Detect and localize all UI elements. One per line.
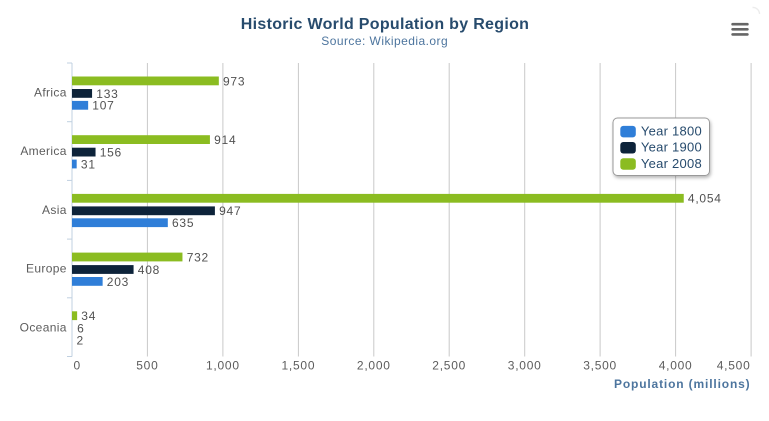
svg-text:Population (millions): Population (millions) (614, 377, 751, 391)
svg-text:Year 2008: Year 2008 (641, 156, 702, 171)
svg-text:2,000: 2,000 (357, 358, 391, 372)
svg-text:2: 2 (77, 334, 84, 348)
svg-text:Asia: Asia (42, 203, 67, 217)
svg-text:4,000: 4,000 (659, 358, 693, 372)
svg-text:203: 203 (107, 275, 129, 289)
svg-text:0: 0 (73, 358, 80, 372)
svg-text:133: 133 (96, 87, 118, 101)
svg-text:1,500: 1,500 (282, 358, 316, 372)
svg-text:Source: Wikipedia.org: Source: Wikipedia.org (321, 34, 448, 48)
svg-text:3,000: 3,000 (508, 358, 542, 372)
svg-text:Year 1800: Year 1800 (641, 124, 702, 139)
svg-text:34: 34 (81, 309, 96, 323)
svg-text:Year 1900: Year 1900 (641, 140, 702, 155)
svg-text:3,500: 3,500 (583, 358, 617, 372)
svg-text:Europe: Europe (26, 262, 67, 276)
svg-text:America: America (20, 144, 66, 158)
svg-text:4,054: 4,054 (688, 192, 722, 206)
svg-text:732: 732 (187, 250, 209, 264)
svg-text:947: 947 (219, 204, 241, 218)
svg-text:1,000: 1,000 (206, 358, 240, 372)
svg-text:Africa: Africa (34, 86, 67, 100)
svg-text:31: 31 (81, 157, 96, 171)
svg-text:6: 6 (77, 322, 84, 336)
svg-text:Historic World Population by R: Historic World Population by Region (241, 16, 529, 33)
svg-text:2,500: 2,500 (432, 358, 466, 372)
svg-text:635: 635 (172, 216, 194, 230)
svg-text:156: 156 (100, 146, 122, 160)
svg-text:914: 914 (214, 133, 236, 147)
svg-text:973: 973 (223, 74, 245, 88)
svg-text:4,500: 4,500 (717, 358, 751, 372)
svg-text:500: 500 (136, 358, 158, 372)
svg-text:408: 408 (138, 263, 160, 277)
svg-text:107: 107 (92, 99, 114, 113)
svg-text:Oceania: Oceania (20, 320, 67, 334)
